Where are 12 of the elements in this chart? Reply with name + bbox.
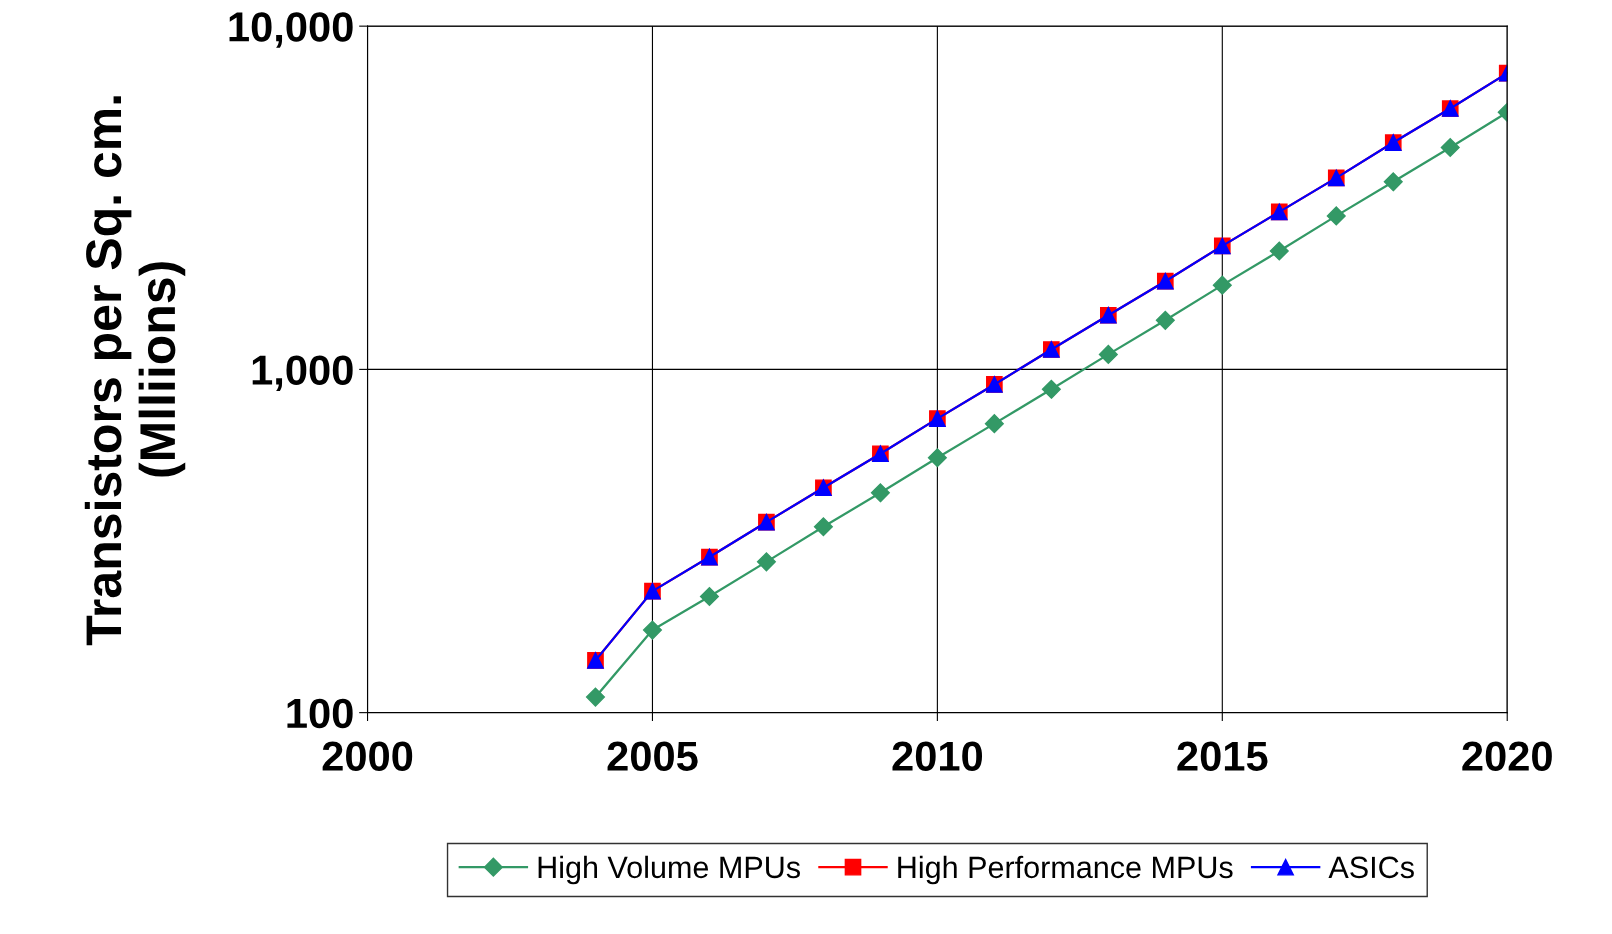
legend-label: ASICs (1328, 856, 1414, 879)
y-tick-label: 100 (287, 698, 353, 729)
x-tick-label: 2015 (1177, 741, 1268, 772)
legend-label: High Volume MPUs (538, 855, 800, 885)
x-tick-label: 2010 (892, 741, 983, 772)
x-tick-label: 2005 (607, 741, 698, 772)
y-tick-label: 1,000 (252, 355, 353, 391)
y-tick-label: 10,000 (229, 12, 353, 48)
legend-label: High Performance MPUs (898, 855, 1233, 885)
x-tick-label: 2000 (322, 741, 413, 772)
x-tick-label: 2020 (1462, 741, 1552, 772)
y-axis-title: Transistors per Sq. cm. (Mlliions) (84, 96, 186, 646)
